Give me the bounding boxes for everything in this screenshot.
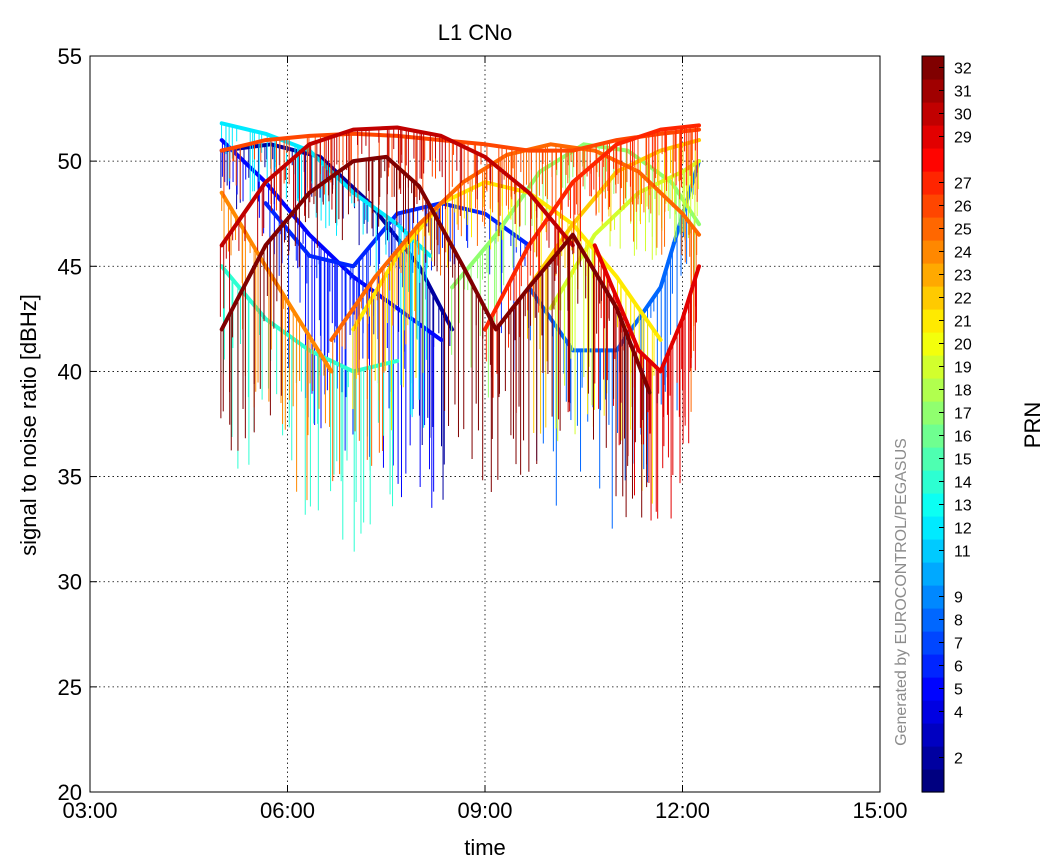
x-tick-label: 09:00 — [457, 798, 512, 823]
series-prn-24 — [219, 190, 334, 501]
colorbar-tick-label: 25 — [954, 222, 972, 239]
series-line — [351, 180, 663, 342]
colorbar-tick-label: 14 — [954, 475, 972, 492]
x-axis-label: time — [464, 835, 506, 860]
colorbar-segment — [922, 516, 944, 540]
colorbar-tick-label: 17 — [954, 406, 972, 423]
y-axis-ticks: 20 25 30 35 40 45 50 55 — [58, 44, 880, 805]
colorbar-tick-label: 5 — [954, 682, 963, 699]
colorbar-segment — [922, 102, 944, 126]
x-tick-label: 06:00 — [260, 798, 315, 823]
colorbar-segment — [922, 79, 944, 103]
series-line — [219, 127, 701, 153]
colorbar-tick-label: 7 — [954, 636, 963, 653]
series-line — [219, 190, 334, 374]
colorbar-segment — [922, 539, 944, 563]
colorbar-segment — [922, 769, 944, 793]
colorbar-tick-label: 4 — [954, 705, 963, 722]
colorbar-tick-label: 26 — [954, 199, 972, 216]
colorbar-tick-label: 15 — [954, 452, 972, 469]
colorbar-segment — [922, 56, 944, 80]
colorbar-segment — [922, 217, 944, 241]
colorbar-tick-label: 6 — [954, 659, 963, 676]
y-tick-label: 30 — [58, 570, 82, 595]
y-tick-label: 55 — [58, 44, 82, 69]
colorbar-segment — [922, 286, 944, 310]
colorbar-tick-label: 32 — [954, 61, 972, 78]
colorbar-tick-label: 22 — [954, 291, 972, 308]
colorbar-segment — [922, 171, 944, 195]
y-tick-label: 50 — [58, 149, 82, 174]
y-tick-label: 40 — [58, 359, 82, 384]
colorbar-tick-label: 19 — [954, 360, 972, 377]
colorbar-tick-label: 23 — [954, 268, 972, 285]
series-prn-32 — [219, 154, 652, 518]
colorbar-frame — [921, 55, 945, 793]
colorbar-tick-label: 16 — [954, 429, 972, 446]
colorbar-segment — [922, 401, 944, 425]
colorbar-tick-label: 13 — [954, 498, 972, 515]
x-tick-label: 15:00 — [852, 798, 907, 823]
colorbar-tick-label: 31 — [954, 84, 972, 101]
colorbar-tick-label: 21 — [954, 314, 972, 331]
y-axis-label: signal to noise ratio [dBHz] — [16, 294, 41, 556]
colorbar-tick-label: 30 — [954, 107, 972, 124]
colorbar-segment — [922, 723, 944, 747]
colorbar-tick-label: 29 — [954, 130, 972, 147]
colorbar-segment — [922, 608, 944, 632]
colorbar-segment — [922, 309, 944, 333]
y-tick-label: 45 — [58, 254, 82, 279]
colorbar-tick-label: 18 — [954, 383, 972, 400]
colorbar-tick-label: 24 — [954, 245, 972, 262]
colorbar-segment — [922, 562, 944, 586]
y-tick-label: 25 — [58, 675, 82, 700]
colorbar-segment — [922, 746, 944, 770]
colorbar-segment — [922, 240, 944, 264]
colorbar-segment — [922, 447, 944, 471]
series-line — [219, 125, 575, 248]
colorbar-segment — [922, 194, 944, 218]
colorbar-segment — [922, 378, 944, 402]
x-axis-ticks: 03:00 06:00 09:00 12:00 15:00 — [62, 56, 908, 823]
data-marks — [219, 121, 701, 552]
colorbar-segment — [922, 148, 944, 172]
colorbar-segment — [922, 493, 944, 517]
colorbar-segment — [922, 700, 944, 724]
x-tick-label: 03:00 — [62, 798, 117, 823]
colorbar-tick-label: 11 — [954, 544, 971, 561]
colorbar-segment — [922, 654, 944, 678]
colorbar-tick-label: 20 — [954, 337, 972, 354]
colorbar-tick-label: 27 — [954, 176, 972, 193]
series-line — [219, 264, 400, 374]
colorbar-segment — [922, 470, 944, 494]
watermark-text: Generated by EUROCONTROL/PEGASUS — [893, 438, 910, 746]
colorbar-segment — [922, 677, 944, 701]
colorbar-tick-label: 9 — [954, 590, 963, 607]
colorbar-tick-label: 2 — [954, 751, 963, 768]
colorbar-tick-label: 8 — [954, 613, 963, 630]
colorbar-tick-label: 12 — [954, 521, 972, 538]
series-line — [450, 142, 701, 290]
colorbar-segment — [922, 332, 944, 356]
x-tick-label: 12:00 — [655, 798, 710, 823]
colorbar-segment — [922, 263, 944, 287]
series-line — [219, 121, 433, 258]
colorbar-segment — [922, 125, 944, 149]
colorbar-segment — [922, 355, 944, 379]
colorbar-segment — [922, 631, 944, 655]
y-tick-label: 20 — [58, 780, 82, 805]
colorbar-segment — [922, 424, 944, 448]
y-tick-label: 35 — [58, 465, 82, 490]
chart-title: L1 CNo — [438, 20, 513, 45]
colorbar: 2456789111213141516171819202122232425262… — [921, 55, 972, 793]
colorbar-label: PRN — [1020, 402, 1045, 448]
colorbar-segment — [922, 585, 944, 609]
